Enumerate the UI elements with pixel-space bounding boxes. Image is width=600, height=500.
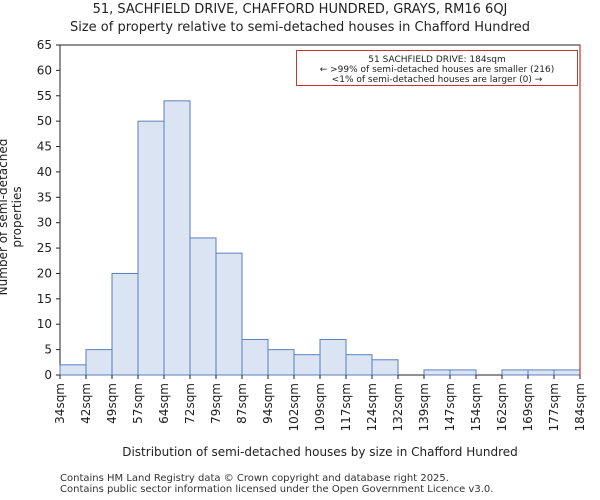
x-tick-label: 132sqm [391,383,405,431]
y-axis-label: Number of semi-detached properties [0,138,24,296]
x-tick-label: 184sqm [573,383,587,431]
histogram-bar [59,364,87,376]
x-tick-label: 109sqm [313,383,327,431]
x-tick-label: 87sqm [235,383,249,424]
y-tick-label: 65 [37,38,52,52]
x-tick-label: 124sqm [365,383,379,431]
y-tick-label: 45 [37,140,52,154]
y-tick-label: 50 [37,114,52,128]
histogram-bar [527,369,555,376]
x-tick-label: 154sqm [469,383,483,431]
x-tick-label: 177sqm [547,383,561,431]
y-tick-label: 5 [44,343,52,357]
histogram-bar [111,272,139,376]
y-tick-label: 30 [37,216,52,230]
x-tick-label: 117sqm [339,383,353,431]
y-tick-label: 15 [37,292,52,306]
histogram-bar [423,369,451,376]
histogram-bar [345,354,373,376]
histogram-bar [189,237,217,376]
histogram-bar [163,100,191,376]
x-tick-label: 139sqm [417,383,431,431]
x-tick-label: 42sqm [79,383,93,424]
histogram-bar [371,359,399,376]
x-tick-label: 94sqm [261,383,275,424]
x-tick-label: 102sqm [287,383,301,431]
chart-subtitle: Size of property relative to semi-detach… [69,20,531,35]
x-tick-label: 64sqm [157,383,171,424]
x-tick-label: 79sqm [209,383,223,424]
y-tick-label: 55 [37,89,52,103]
histogram-bar [137,120,165,376]
x-tick-label: 162sqm [495,383,509,431]
histogram-bar [449,369,477,376]
y-tick-label: 25 [37,241,52,255]
property-annotation-box: 51 SACHFIELD DRIVE: 184sqm ← >99% of sem… [296,50,578,86]
chart-title: 51, SACHFIELD DRIVE, CHAFFORD HUNDRED, G… [92,2,508,17]
histogram-bar [267,349,295,376]
y-tick-label: 0 [44,368,52,382]
histogram-bar [553,369,581,376]
x-tick-label: 34sqm [53,383,67,424]
y-tick-label: 40 [37,165,52,179]
annotation-line-2: ← >99% of semi-detached houses are small… [319,65,555,75]
x-tick-label: 49sqm [105,383,119,424]
histogram-bar [501,369,529,376]
y-tick-label: 20 [37,266,52,280]
y-tick-label: 35 [37,190,52,204]
x-tick-label: 57sqm [131,383,145,424]
x-tick-label: 147sqm [443,383,457,431]
y-tick-label: 60 [37,63,52,77]
x-axis-label: Distribution of semi-detached houses by … [122,445,518,459]
x-tick-label: 169sqm [521,383,535,431]
annotation-line-3: <1% of semi-detached houses are larger (… [331,75,543,85]
histogram-bar [241,338,269,376]
footer-copyright: Contains HM Land Registry data © Crown c… [60,473,449,484]
histogram-bar [319,338,347,376]
x-tick-label: 72sqm [183,383,197,424]
footer-licence: Contains public sector information licen… [60,484,494,495]
y-tick-label: 10 [37,317,52,331]
histogram-bar [293,354,321,376]
histogram-bar [85,349,113,376]
histogram-bar [215,252,243,376]
annotation-line-1: 51 SACHFIELD DRIVE: 184sqm [368,55,506,65]
